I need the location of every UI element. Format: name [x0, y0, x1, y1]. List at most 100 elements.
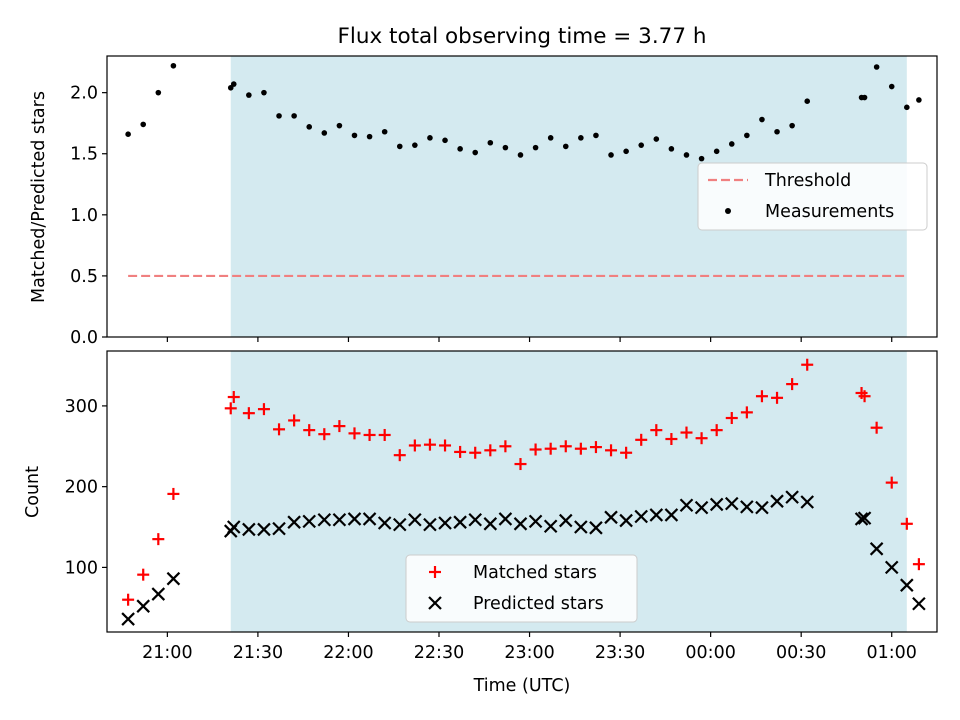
measurement-point — [336, 122, 343, 129]
x-tick-label: 21:30 — [233, 643, 283, 663]
measurement-point — [547, 135, 554, 141]
predicted-star-point — [619, 513, 633, 528]
matched-star-point — [589, 441, 602, 454]
matched-star-point — [423, 438, 436, 451]
matched-star-point — [363, 428, 376, 441]
measurement-point — [593, 132, 599, 139]
bottom-x-ticks: 21:00 21:30 22:00 22:30 23:00 23:30 00:00 00:30… — [142, 632, 917, 663]
matched-star-point — [870, 421, 883, 434]
predicted-star-point — [857, 511, 872, 525]
predicted-star-point — [694, 500, 709, 515]
predicted-star-point — [302, 514, 316, 529]
bottom-y-tick-label: 200 — [65, 478, 98, 498]
top-y-ticks: 0.0 0.5 1.0 1.5 2.0 — [70, 84, 107, 348]
matched-star-point — [650, 424, 663, 437]
matched-star-point — [499, 440, 512, 453]
predicted-star-point — [558, 513, 573, 528]
matched-star-point — [408, 439, 421, 452]
matched-star-point — [393, 449, 406, 462]
matched-star-point — [514, 458, 527, 471]
matched-star-point — [635, 433, 648, 446]
measurement-point — [888, 83, 895, 90]
legend-matched-swatch — [429, 566, 441, 578]
top-y-tick-label: 0.0 — [70, 328, 98, 348]
predicted-star-point — [332, 512, 347, 527]
measurement-point — [321, 130, 328, 136]
measurement-point — [412, 142, 418, 148]
matched-star-point — [288, 414, 301, 427]
bottom-y-tick-label: 100 — [65, 558, 98, 578]
predicted-star-point — [121, 612, 135, 626]
predicted-star-point — [755, 500, 769, 515]
measurement-point — [230, 81, 237, 87]
matched-star-point — [574, 442, 587, 455]
matched-star-point — [484, 444, 497, 457]
matched-star-point — [378, 428, 391, 441]
bottom-y-tick-label: 300 — [65, 397, 98, 417]
measurement-point — [261, 89, 267, 96]
measurement-point — [442, 137, 448, 144]
measurement-point — [578, 135, 584, 141]
measurement-point — [562, 143, 569, 150]
measurement-point — [638, 142, 645, 148]
matched-star-point — [710, 424, 723, 437]
legend-matched-label: Matched stars — [473, 563, 597, 583]
measurement-point — [744, 132, 750, 139]
measurement-point — [668, 146, 675, 152]
measurement-point — [789, 122, 795, 129]
matched-star-point — [786, 378, 799, 391]
x-tick-label: 00:00 — [685, 643, 735, 663]
matched-star-point — [771, 391, 784, 404]
predicted-star-point — [854, 512, 869, 526]
measurement-point — [916, 97, 922, 103]
predicted-star-point — [709, 497, 724, 512]
measurement-point — [427, 135, 433, 141]
predicted-star-point — [498, 512, 513, 526]
legend-predicted-swatch — [428, 596, 442, 610]
matched-star-point — [740, 406, 753, 419]
matched-star-point — [605, 444, 618, 457]
predicted-star-point — [242, 522, 256, 537]
predicted-star-point — [649, 508, 664, 522]
predicted-star-point — [634, 509, 648, 524]
measurement-point — [623, 148, 629, 155]
measurement-point — [487, 139, 494, 146]
bottom-y-axis-label: Count — [23, 466, 43, 518]
predicted-star-point — [166, 571, 181, 586]
bottom-panel: 100 200 300 21:00 21:30 22:00 22:30 23:00 23:30… — [23, 350, 938, 696]
matched-star-point — [137, 568, 150, 581]
measurement-point — [155, 89, 162, 96]
measurement-point — [351, 132, 358, 139]
matched-star-point — [885, 476, 898, 489]
measurement-point — [276, 113, 282, 119]
measurement-point — [804, 98, 811, 105]
matched-star-point — [227, 391, 240, 404]
measurement-point — [381, 128, 388, 135]
legend-measurements-swatch — [725, 208, 731, 214]
matched-star-point — [559, 440, 572, 453]
x-tick-label: 23:00 — [504, 643, 554, 663]
predicted-star-point — [423, 517, 437, 532]
top-measurements — [125, 62, 922, 162]
predicted-star-point — [869, 542, 884, 556]
predicted-star-point — [770, 494, 784, 508]
matched-star-point — [454, 445, 467, 458]
top-legend: Threshold Measurements — [697, 162, 928, 231]
measurement-point — [291, 113, 297, 119]
top-y-tick-label: 1.5 — [70, 145, 98, 165]
top-y-axis-label: Matched/Predicted stars — [29, 91, 49, 303]
predicted-star-point — [408, 512, 422, 527]
top-y-tick-label: 1.0 — [70, 206, 98, 226]
top-y-tick-label: 0.5 — [70, 267, 98, 287]
predicted-star-point — [151, 587, 166, 601]
matched-star-point — [912, 558, 925, 571]
predicted-star-point — [438, 516, 452, 530]
measurement-point — [366, 133, 373, 140]
x-tick-label: 00:30 — [776, 643, 826, 663]
measurement-point — [774, 128, 780, 135]
measurement-point — [653, 136, 660, 142]
predicted-star-point — [377, 516, 392, 530]
measurement-point — [904, 104, 910, 111]
matched-star-point — [152, 533, 165, 546]
